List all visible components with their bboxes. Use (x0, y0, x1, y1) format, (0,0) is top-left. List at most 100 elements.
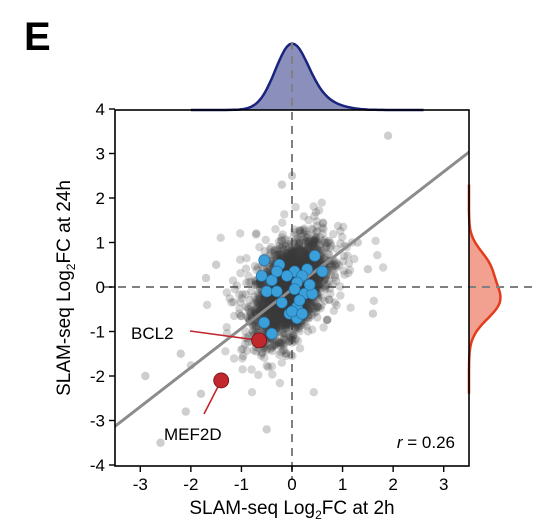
point-label: BCL2 (131, 324, 174, 343)
point-label: MEF2D (164, 425, 222, 444)
background-point (260, 247, 269, 256)
background-point (271, 316, 280, 326)
background-point (290, 256, 300, 266)
x-axis-title: SLAM-seq Log2FC at 2h (189, 498, 394, 522)
background-point (310, 232, 320, 241)
background-point (271, 307, 280, 316)
background-point (265, 308, 274, 317)
background-point (249, 346, 258, 355)
background-point (310, 298, 319, 307)
background-point (274, 313, 283, 322)
background-point (306, 304, 315, 313)
background-point (292, 258, 302, 267)
background-point (286, 253, 296, 262)
background-point (314, 303, 323, 312)
background-point (267, 362, 277, 371)
background-point (284, 256, 293, 265)
background-point (312, 217, 321, 226)
background-point (302, 255, 311, 265)
background-point (310, 241, 319, 250)
background-point (275, 276, 284, 285)
background-point (298, 250, 307, 260)
background-point (290, 337, 299, 346)
background-point (274, 246, 283, 255)
background-point (287, 252, 296, 261)
background-point (273, 320, 282, 329)
background-point (254, 298, 264, 307)
background-point (293, 256, 302, 265)
background-point (236, 269, 245, 278)
background-point (271, 309, 280, 319)
background-point (288, 255, 297, 264)
background-point (297, 251, 306, 261)
outlier-point (156, 438, 165, 447)
background-point (252, 298, 262, 307)
background-point (283, 257, 292, 267)
background-point (350, 254, 359, 264)
background-point (281, 241, 290, 250)
background-point (277, 315, 287, 324)
background-point (325, 276, 334, 285)
background-point (295, 254, 304, 263)
background-point (308, 300, 317, 310)
background-point (321, 282, 330, 291)
background-point (302, 255, 312, 265)
background-point (268, 343, 277, 352)
background-point (279, 335, 288, 344)
highlight-point (258, 316, 270, 329)
background-point (283, 254, 292, 263)
background-point (289, 239, 299, 248)
background-point (275, 241, 284, 251)
background-point (270, 304, 280, 314)
background-point (275, 350, 284, 360)
background-point (242, 346, 252, 355)
background-point (321, 284, 330, 293)
background-point (300, 253, 309, 262)
background-point (288, 338, 297, 347)
background-point (277, 321, 286, 331)
background-point (301, 245, 311, 255)
background-point (288, 253, 297, 262)
background-point (299, 229, 308, 238)
background-point (241, 290, 250, 299)
background-point (255, 243, 264, 252)
background-point (339, 266, 348, 275)
background-point (255, 301, 264, 311)
background-point (332, 300, 341, 310)
background-point (275, 308, 285, 318)
background-point (287, 253, 297, 262)
background-point (307, 301, 316, 310)
background-point (281, 351, 291, 361)
background-point (260, 296, 269, 305)
background-point (283, 321, 292, 331)
background-point (268, 310, 277, 319)
background-point (317, 301, 326, 310)
background-point (292, 242, 301, 252)
background-point (237, 294, 247, 303)
background-point (244, 278, 254, 287)
background-point (295, 238, 304, 247)
background-point (253, 298, 263, 307)
background-point (309, 236, 318, 245)
background-point (282, 281, 291, 290)
background-point (277, 251, 286, 260)
background-point (296, 259, 305, 268)
labeled-points: BCL2 MEF2D (131, 324, 268, 444)
background-point (283, 319, 293, 328)
background-point (284, 249, 293, 258)
background-point (277, 358, 286, 367)
background-point (289, 255, 298, 264)
background-point (259, 296, 269, 306)
background-point (246, 302, 255, 311)
background-point (288, 256, 298, 265)
background-point (253, 294, 263, 303)
background-point (325, 284, 335, 293)
background-point (276, 347, 285, 357)
background-point (280, 282, 289, 291)
x-tick-label: -1 (234, 475, 249, 494)
background-point (269, 318, 278, 327)
background-point (283, 319, 292, 328)
background-point (253, 279, 262, 288)
background-point (309, 388, 318, 397)
background-point (325, 295, 334, 304)
